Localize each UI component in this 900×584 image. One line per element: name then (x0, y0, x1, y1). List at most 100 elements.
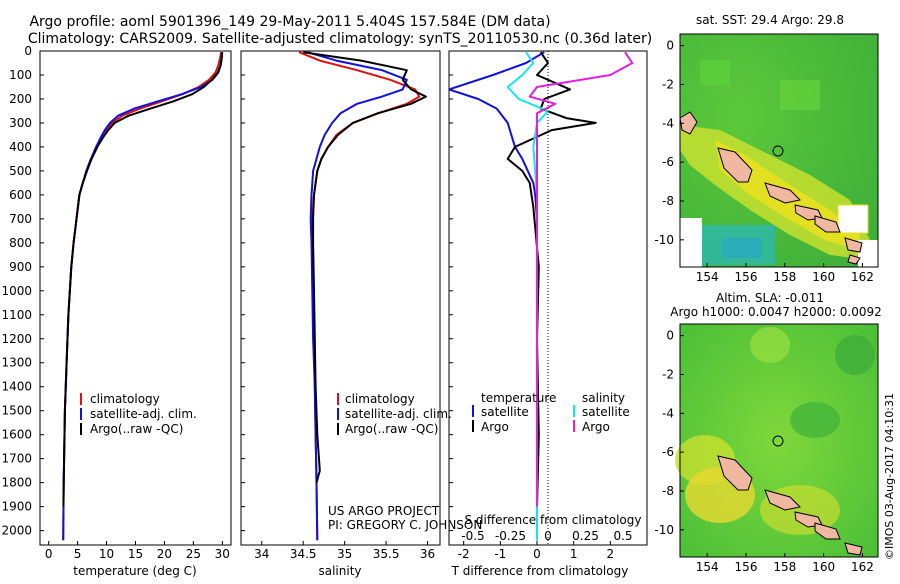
difference-xlabel-top: S difference from climatology (465, 513, 642, 527)
map-x-tick-label: 162 (851, 560, 874, 574)
x-tick-label: 35 (337, 547, 352, 561)
map-y-tick-label: -2 (662, 77, 674, 91)
x-tick-label: 2 (607, 547, 615, 561)
credit-project: US ARGO PROJECT (328, 504, 440, 518)
sst-map-frame (679, 33, 879, 268)
depth-tick-label: 100 (9, 68, 32, 82)
x-tick-label: 10 (99, 547, 114, 561)
sla-map-frame (679, 323, 879, 558)
legend-temperature-title: temperature (481, 391, 556, 405)
argo-float-marker (772, 145, 784, 157)
depth-tick-label: 2000 (1, 524, 32, 538)
legend-climatology-label: climatology (345, 392, 415, 406)
argo-float-marker (772, 435, 784, 447)
x-tick-label: 0 (533, 547, 541, 561)
depth-tick-label: 200 (9, 92, 32, 106)
depth-tick-label: 1500 (1, 404, 32, 418)
map-y-tick-label: -10 (654, 233, 674, 247)
sla-map-title-2: Argo h1000: 0.0047 h2000: 0.0092 (670, 305, 882, 319)
series-line-temperature-satellite (449, 51, 545, 541)
depth-tick-label: 1700 (1, 452, 32, 466)
depth-tick-label: 800 (9, 236, 32, 250)
legend-argo-label: Argo(..raw -QC) (90, 422, 183, 436)
sla-islands (717, 455, 863, 556)
x-tick-label: -1 (494, 547, 506, 561)
map-y-tick-label: 0 (666, 329, 674, 343)
sla-low (835, 335, 875, 375)
credit-pi: PI: GREGORY C. JOHNSON (328, 518, 482, 532)
sst-patch (700, 60, 730, 85)
island (844, 237, 863, 253)
depth-tick-label: 1200 (1, 332, 32, 346)
map-y-tick-label: -6 (662, 445, 674, 459)
map-y-tick-label: -4 (662, 116, 674, 130)
difference-legend: temperature satellite Argo salinity sate… (472, 391, 630, 434)
temperature-legend: climatology satellite-adj. clim. Argo(..… (80, 392, 197, 436)
depth-tick-label: 300 (9, 116, 32, 130)
x-tick-label: 25 (186, 547, 201, 561)
depth-tick-label: 1300 (1, 356, 32, 370)
x-tick-label-salinity: -0.5 (461, 529, 484, 543)
depth-tick-label: 600 (9, 188, 32, 202)
salinity-series (298, 51, 427, 541)
x-tick-label-salinity: 0.5 (613, 529, 632, 543)
x-tick-label: 30 (215, 547, 230, 561)
x-tick-label: 34 (254, 547, 269, 561)
island (814, 522, 841, 540)
sst-cool-patch (722, 238, 762, 258)
sst-missing-data (858, 240, 878, 267)
depth-tick-label: 900 (9, 260, 32, 274)
legend-satellite-label: satellite-adj. clim. (90, 407, 197, 421)
x-tick-label: 1 (570, 547, 578, 561)
depth-tick-label: 1000 (1, 284, 32, 298)
series-line-satellite-adj-clim- (307, 51, 408, 541)
salinity-xlabel: salinity (318, 564, 361, 578)
legend-climatology-label: climatology (90, 392, 160, 406)
title-line-2: Climatology: CARS2009. Satellite-adjuste… (28, 31, 652, 47)
island (844, 542, 863, 556)
depth-tick-label: 1600 (1, 428, 32, 442)
x-tick-label: 0 (45, 547, 53, 561)
sla-map-title-1: Altim. SLA: -0.011 (716, 291, 824, 305)
legend-temp-argo-label: Argo (481, 420, 509, 434)
x-tick-label: -2 (458, 547, 470, 561)
x-tick-label: 35.5 (373, 547, 400, 561)
difference-series (449, 51, 634, 541)
salinity-legend: climatology satellite-adj. clim. Argo(..… (337, 392, 452, 436)
map-y-tick-label: -10 (654, 523, 674, 537)
island (764, 182, 802, 204)
series-line-salinity-satellite (506, 51, 549, 541)
sst-map-title: sat. SST: 29.4 Argo: 29.8 (696, 13, 844, 27)
x-tick-label-salinity: 0.25 (572, 529, 599, 543)
series-line-temperature-argo (506, 51, 597, 507)
difference-x-axis: -2 -1 0 1 2 -0.5 -0.25 0 0.25 0.5 (458, 529, 633, 561)
depth-tick-label: 700 (9, 212, 32, 226)
sst-patch (780, 80, 820, 110)
legend-temp-satellite-label: satellite (481, 405, 529, 419)
map-y-tick-label: -8 (662, 194, 674, 208)
sst-islands (679, 111, 863, 265)
map-y-tick-label: -4 (662, 406, 674, 420)
sst-map-axes: 154 156 158 160 162 0 -2 -4 -6 -8 -10 (654, 39, 874, 284)
series-line-salinity-argo (528, 51, 634, 507)
depth-tick-label: 1100 (1, 308, 32, 322)
map-x-tick-label: 160 (812, 270, 835, 284)
depth-tick-label: 1900 (1, 500, 32, 514)
series-line-argo-raw-qc- (303, 51, 427, 483)
map-x-tick-label: 156 (735, 560, 758, 574)
map-y-tick-label: 0 (666, 39, 674, 53)
map-y-tick-label: -2 (662, 367, 674, 381)
sst-missing-data (680, 218, 702, 267)
salinity-x-axis: 34 34.5 35 35.5 36 (254, 541, 435, 561)
legend-sal-argo-label: Argo (582, 420, 610, 434)
temperature-series (62, 52, 224, 541)
island (847, 254, 861, 265)
map-y-tick-label: -8 (662, 484, 674, 498)
depth-tick-label: 0 (24, 44, 32, 58)
x-tick-label-salinity: -0.25 (495, 529, 526, 543)
legend-salinity-title: salinity (582, 391, 625, 405)
map-x-tick-label: 158 (773, 270, 796, 284)
title-line-1: Argo profile: aoml 5901396_149 29-May-20… (29, 14, 550, 30)
